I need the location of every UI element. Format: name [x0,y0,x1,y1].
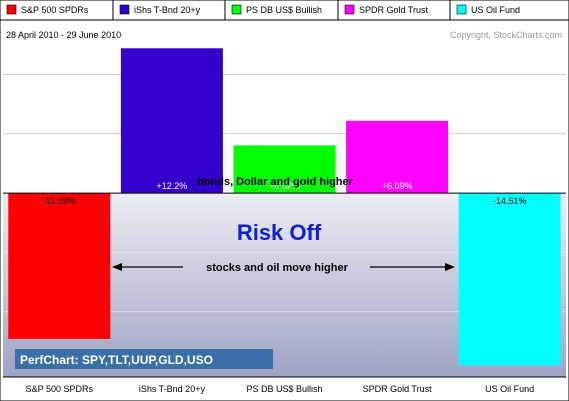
legend-swatch [456,4,467,15]
bar-s-p-500-spdrs [8,193,111,339]
legend-entry: SPDR Gold Trust [359,5,429,15]
perfchart-label: PerfChart: SPY,TLT,UUP,GLD,USO [20,353,213,367]
x-tick-label: S&P 500 SPDRs [26,384,94,394]
legend-swatch [344,4,355,15]
bar-ishs-t-bnd-20-y [120,48,223,194]
x-tick-label: SPDR Gold Trust [363,384,433,394]
legend-entry: S&P 500 SPDRs [21,5,89,15]
perfchart-label-box: PerfChart: SPY,TLT,UUP,GLD,USO [15,349,273,369]
legend-entry: US Oil Fund [471,5,520,15]
x-axis-tick-labels: S&P 500 SPDRs iShs T-Bnd 20+y PS DB US$ Bu… [26,384,535,394]
annotation-stocks-oil: stocks and oil move higher [206,262,349,274]
legend: S&P 500 SPDRs iShs T-Bnd 20+y PS DB US$ Bu… [0,0,569,21]
annotation-risk-off: Risk Off [237,220,322,245]
x-tick-label: PS DB US$ Bullish [246,384,322,394]
x-tick-label: US Oil Fund [485,384,534,394]
bar-value-label: +4.02% [269,181,300,191]
perfchart-label-background [15,349,273,369]
legend-background [0,0,569,21]
annotation-arrow [112,263,455,271]
bar-value-labels: -12.29% +12.2% +4.02% +6.09% -14.51% [43,181,527,206]
annotation-bonds-dollar-gold: bonds, Dollar and gold higher [197,176,354,188]
legend-swatch [231,4,242,15]
bar-value-label: -14.51% [493,196,527,206]
arrow-left-head [112,263,122,271]
bars [8,48,561,366]
bar-value-label: -12.29% [43,196,77,206]
legend-swatch [6,4,17,15]
arrow-right-head [445,263,455,271]
bar-ps-db-us-bullish [233,145,336,194]
legend-swatch [119,4,130,15]
x-tick-label: iShs T-Bnd 20+y [139,384,206,394]
bar-value-label: +6.09% [382,181,413,191]
date-range: 28 April 2010 - 29 June 2010 [6,30,121,40]
copyright-notice: Copyright, StockCharts.com [450,30,562,40]
bar-spdr-gold-trust [346,120,449,194]
legend-entry: PS DB US$ Bullish [246,5,322,15]
bar-value-label: +12.2% [157,181,188,191]
bar-us-oil-fund [458,193,561,366]
legend-entry: iShs T-Bnd 20+y [134,5,201,15]
